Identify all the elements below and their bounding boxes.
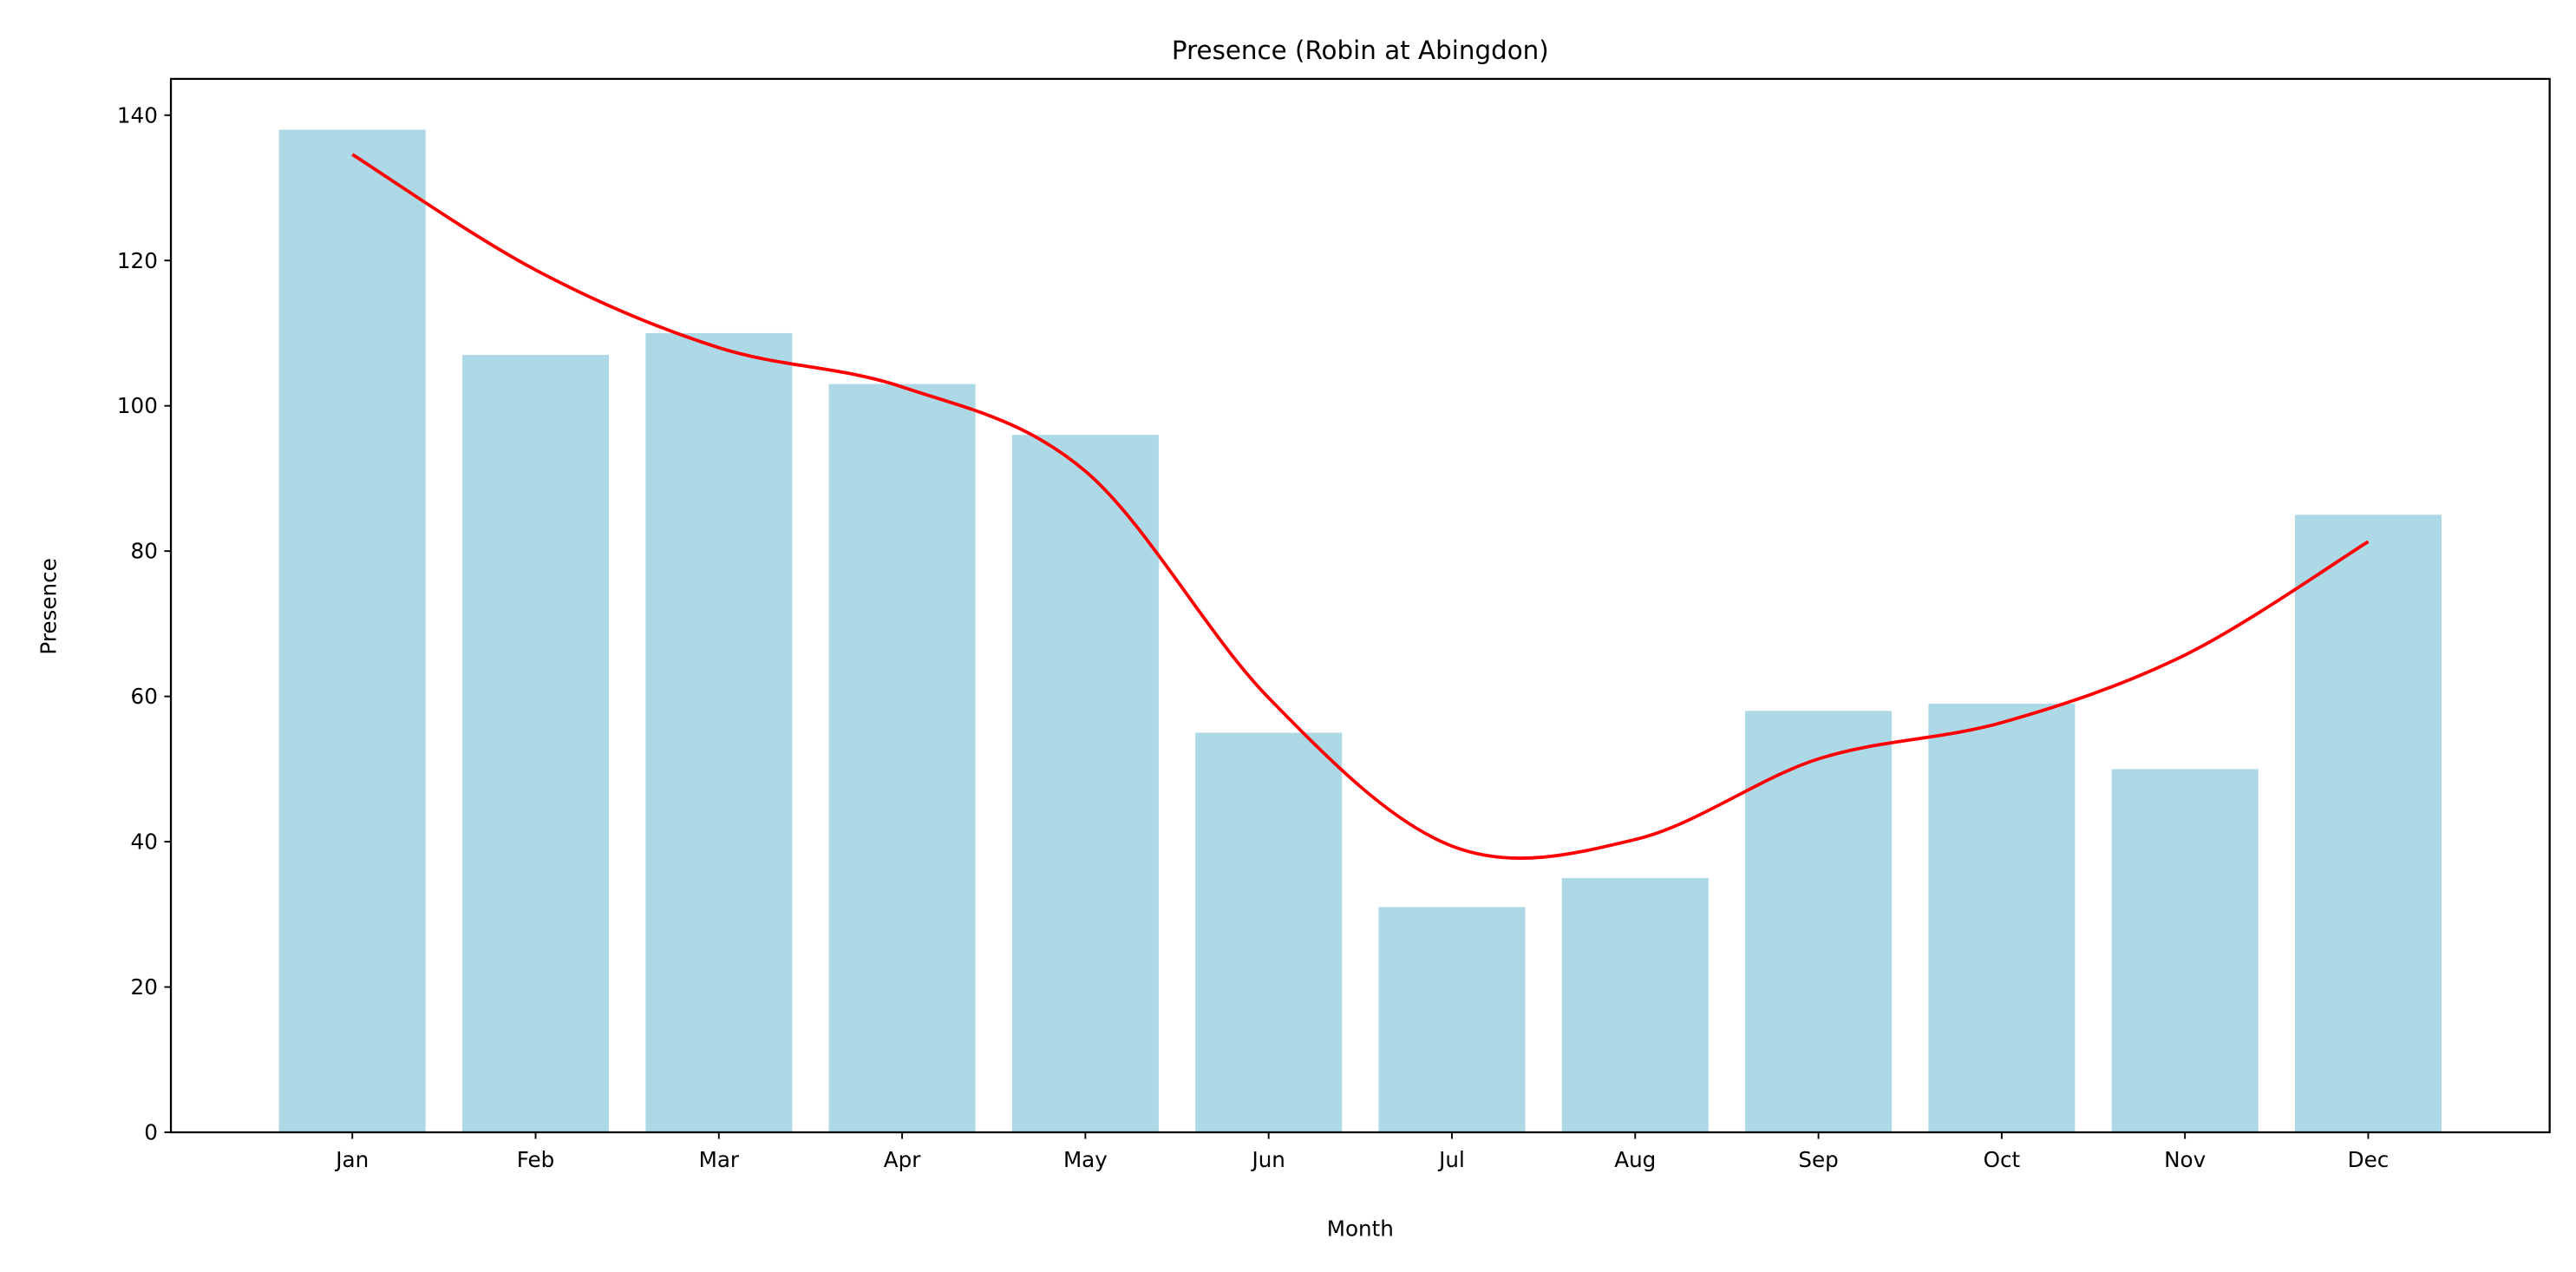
x-tick-label: Oct [1984,1147,2021,1172]
y-tick-label: 40 [131,829,158,855]
x-tick-label: Jul [1437,1147,1465,1172]
x-tick-label: Feb [517,1147,555,1172]
x-tick-label: Mar [699,1147,740,1172]
y-tick-label: 0 [144,1120,158,1145]
bar-dec [2294,515,2442,1133]
bar-aug [1561,877,1709,1133]
bar-jul [1378,907,1526,1133]
x-tick-label: Dec [2348,1147,2390,1172]
x-tick-label: May [1063,1147,1108,1172]
y-axis-label: Presence [36,558,61,654]
chart-title: Presence (Robin at Abingdon) [1172,36,1549,65]
bar-jan [278,129,426,1133]
bar-mar [645,332,793,1133]
bar-apr [828,384,976,1133]
x-tick-label: Jan [334,1147,369,1172]
bar-nov [2111,769,2259,1133]
x-tick-label: Nov [2164,1147,2206,1172]
x-tick-label: Sep [1798,1147,1838,1172]
x-axis-label: Month [1327,1216,1394,1241]
y-tick-label: 80 [131,539,158,564]
y-tick-label: 20 [131,974,158,1000]
bar-jun [1195,732,1343,1133]
y-tick-label: 60 [131,684,158,709]
x-tick-label: Jun [1250,1147,1285,1172]
bar-feb [461,355,610,1133]
bar-oct [1928,703,2076,1133]
y-tick-label: 140 [117,102,158,128]
plot-frame [169,77,2551,1134]
bar-may [1011,435,1159,1133]
x-tick-label: Apr [884,1147,921,1172]
y-tick-label: 100 [117,393,158,418]
bar-sep [1745,711,1893,1133]
x-tick-label: Aug [1614,1147,1656,1172]
trend-line [351,153,2370,860]
y-tick-label: 120 [117,248,158,273]
